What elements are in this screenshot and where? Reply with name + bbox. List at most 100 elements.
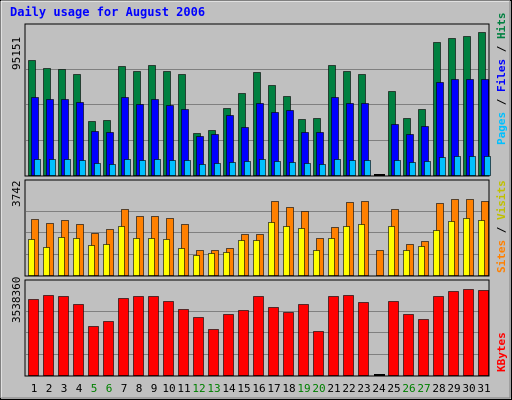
legend-files: Files bbox=[495, 59, 508, 92]
day-label-9: 9 bbox=[151, 382, 158, 395]
day-label-26: 26 bbox=[402, 382, 415, 395]
zero-marker-hits-day-24 bbox=[374, 174, 385, 176]
bar-pages-day-6 bbox=[109, 164, 116, 176]
day-label-24: 24 bbox=[372, 382, 386, 395]
bar-pages-day-14 bbox=[229, 162, 236, 176]
bar-kbytes-day-2 bbox=[43, 295, 54, 376]
day-label-2: 2 bbox=[46, 382, 53, 395]
bar-kbytes-day-15 bbox=[238, 310, 249, 376]
bar-sites-day-28 bbox=[433, 230, 440, 276]
bar-pages-day-20 bbox=[319, 164, 326, 176]
bar-kbytes-day-18 bbox=[283, 312, 294, 376]
bar-pages-day-22 bbox=[349, 160, 356, 176]
bar-sites-day-14 bbox=[223, 252, 230, 276]
bar-kbytes-day-30 bbox=[463, 289, 474, 376]
bar-kbytes-day-11 bbox=[178, 309, 189, 376]
bar-pages-day-7 bbox=[124, 159, 131, 176]
bar-kbytes-day-3 bbox=[58, 296, 69, 376]
kbytes-max-label: 3538360 bbox=[10, 277, 23, 323]
bar-pages-day-13 bbox=[214, 163, 221, 176]
bar-pages-day-8 bbox=[139, 160, 146, 176]
bar-kbytes-day-4 bbox=[73, 304, 84, 376]
bar-sites-day-19 bbox=[298, 228, 305, 276]
bar-sites-day-11 bbox=[178, 248, 185, 276]
bar-kbytes-day-28 bbox=[433, 296, 444, 376]
day-labels: 1 2 3 4 5 6 7 8 9 10 11 12 13 14 15 16 17 18 19 20 21 22 23 24 2… bbox=[31, 382, 491, 395]
legend-visits: Visits bbox=[495, 180, 508, 220]
day-label-8: 8 bbox=[136, 382, 143, 395]
day-label-1: 1 bbox=[31, 382, 38, 395]
bar-pages-day-31 bbox=[484, 156, 491, 176]
day-label-16: 16 bbox=[252, 382, 265, 395]
bar-pages-day-9 bbox=[154, 159, 161, 176]
bar-sites-day-31 bbox=[478, 220, 485, 276]
visits-max-label: 3742 bbox=[10, 181, 23, 208]
bar-sites-day-8 bbox=[133, 238, 140, 276]
bar-kbytes-day-12 bbox=[193, 317, 204, 376]
bar-kbytes-day-14 bbox=[223, 314, 234, 376]
day-label-19: 19 bbox=[297, 382, 310, 395]
zero-marker-kbytes-day-24 bbox=[374, 374, 385, 376]
day-label-7: 7 bbox=[121, 382, 128, 395]
legend-hits: Hits bbox=[495, 13, 508, 40]
bar-pages-day-23 bbox=[364, 160, 371, 176]
day-label-14: 14 bbox=[222, 382, 236, 395]
bar-sites-day-20 bbox=[313, 250, 320, 276]
bar-visits-day-24 bbox=[376, 250, 384, 276]
hits-legend: Pages / Files / Hits bbox=[495, 13, 508, 146]
bar-sites-day-3 bbox=[58, 237, 65, 276]
bar-kbytes-day-31 bbox=[478, 290, 489, 376]
bar-sites-day-12 bbox=[193, 255, 200, 276]
bar-kbytes-day-9 bbox=[148, 296, 159, 376]
bar-pages-day-2 bbox=[49, 159, 56, 176]
bar-pages-day-11 bbox=[184, 160, 191, 176]
bar-sites-day-10 bbox=[163, 239, 170, 276]
svg-text:Pages / Files / Hits: Pages / Files / Hits bbox=[495, 13, 508, 146]
bar-pages-day-10 bbox=[169, 160, 176, 176]
chart-title: Daily usage for August 2006 bbox=[10, 5, 205, 19]
bar-sites-day-6 bbox=[103, 244, 110, 276]
bar-kbytes-day-27 bbox=[418, 319, 429, 376]
day-label-25: 25 bbox=[387, 382, 400, 395]
bar-pages-day-26 bbox=[409, 162, 416, 176]
bar-kbytes-day-17 bbox=[268, 307, 279, 376]
bar-kbytes-day-19 bbox=[298, 304, 309, 376]
day-label-28: 28 bbox=[432, 382, 445, 395]
day-label-30: 30 bbox=[462, 382, 475, 395]
bar-pages-day-3 bbox=[64, 159, 71, 176]
day-label-5: 5 bbox=[91, 382, 98, 395]
bar-kbytes-day-10 bbox=[163, 301, 174, 376]
day-label-29: 29 bbox=[447, 382, 460, 395]
day-label-17: 17 bbox=[267, 382, 280, 395]
bar-sites-day-18 bbox=[283, 226, 290, 276]
day-label-20: 20 bbox=[312, 382, 325, 395]
bar-kbytes-day-21 bbox=[328, 296, 339, 376]
day-label-18: 18 bbox=[282, 382, 295, 395]
day-label-23: 23 bbox=[357, 382, 370, 395]
bar-pages-day-30 bbox=[469, 156, 476, 176]
visits-legend: Sites / Visits bbox=[495, 180, 508, 273]
day-label-21: 21 bbox=[327, 382, 340, 395]
bar-kbytes-day-6 bbox=[103, 321, 114, 376]
bar-sites-day-4 bbox=[73, 238, 80, 276]
bar-pages-day-12 bbox=[199, 164, 206, 176]
bar-sites-day-29 bbox=[448, 221, 455, 276]
day-label-4: 4 bbox=[76, 382, 83, 395]
bar-pages-day-15 bbox=[244, 161, 251, 176]
bar-pages-day-18 bbox=[289, 162, 296, 176]
bar-kbytes-day-13 bbox=[208, 329, 219, 376]
day-label-22: 22 bbox=[342, 382, 355, 395]
bar-sites-day-9 bbox=[148, 238, 155, 276]
bar-kbytes-day-1 bbox=[28, 299, 39, 376]
bar-pages-day-4 bbox=[79, 160, 86, 176]
bar-pages-day-17 bbox=[274, 161, 281, 176]
bar-sites-day-13 bbox=[208, 253, 215, 276]
day-label-10: 10 bbox=[162, 382, 175, 395]
hits-max-label: 95151 bbox=[10, 37, 23, 70]
bar-kbytes-day-7 bbox=[118, 298, 129, 376]
bar-sites-day-25 bbox=[388, 226, 395, 276]
day-label-15: 15 bbox=[237, 382, 250, 395]
bars bbox=[28, 32, 491, 376]
legend-kbytes: KBytes bbox=[495, 332, 508, 372]
day-label-27: 27 bbox=[417, 382, 430, 395]
